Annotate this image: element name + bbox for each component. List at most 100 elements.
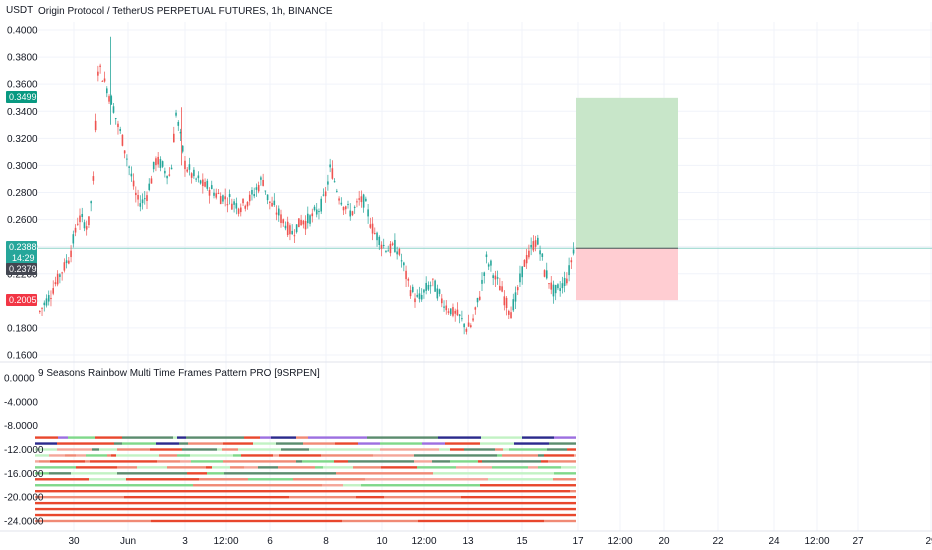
candle-body [548, 283, 550, 285]
candle-body [79, 215, 81, 223]
candle-body [374, 232, 376, 234]
candle-body [300, 219, 302, 226]
candle-body [537, 237, 539, 245]
candle-body [121, 134, 124, 146]
candle-body [284, 225, 287, 229]
candle-body [202, 179, 204, 187]
indicator-tick-label: -8.0000 [4, 421, 38, 432]
risk-reward-zones[interactable] [38, 97, 932, 301]
candle-body [432, 278, 434, 280]
rainbow-band-segment [35, 442, 57, 445]
rainbow-band-segment [49, 472, 71, 475]
rainbow-band-segment [76, 454, 86, 457]
candle-body [541, 253, 544, 257]
last-price-text: 0.2379 [9, 264, 37, 274]
time-tick-label: 12:00 [411, 536, 436, 547]
loss-zone[interactable] [576, 248, 678, 301]
candle-body [530, 244, 532, 248]
candle-body [289, 225, 291, 235]
candle-body [190, 173, 193, 178]
candle-body [403, 262, 405, 266]
time-tick-label: 30 [68, 536, 80, 547]
rainbow-band-segment [139, 501, 201, 505]
profit-zone[interactable] [576, 97, 678, 249]
candle-body [420, 294, 423, 300]
rainbow-band-segment [529, 501, 550, 505]
price-tick-label: 0.3600 [7, 80, 38, 91]
time-tick-label: 17 [572, 536, 584, 547]
rainbow-band-segment [127, 484, 193, 487]
rainbow-band-segment [414, 454, 457, 457]
candle-body [512, 299, 515, 311]
candle-body [539, 250, 541, 255]
indicator-axis[interactable]: 0.0000 -4.0000 -8.0000 -12.0000 -16.0000 -20.… [4, 374, 44, 528]
rainbow-band-segment [236, 436, 244, 439]
rainbow-band-segment [206, 466, 212, 469]
candle-body [103, 78, 106, 82]
candle-body [255, 187, 258, 190]
rainbow-band-segment [541, 460, 548, 463]
candle-body [514, 292, 517, 302]
price-tick-label: 0.1600 [7, 351, 38, 362]
rainbow-band-segment [177, 436, 186, 439]
rainbow-band-segment [186, 436, 228, 439]
rainbow-band-segment [58, 436, 68, 439]
candle-body [92, 176, 95, 181]
candle-body [385, 250, 387, 252]
rainbow-band-segment [279, 490, 354, 493]
candle-body [476, 297, 479, 303]
rainbow-band-segment [373, 454, 414, 457]
candle-body [414, 298, 416, 303]
rainbow-band-segment [432, 460, 450, 463]
rainbow-band-segment [343, 484, 361, 487]
candle-body [85, 226, 88, 230]
candle-body [222, 195, 224, 202]
rainbow-band-segment [367, 436, 409, 439]
candle-body [199, 180, 202, 184]
rainbow-band-segment [480, 484, 576, 487]
rainbow-band-segment [35, 436, 58, 439]
rainbow-band-segment [223, 460, 256, 463]
candle-body [155, 158, 157, 166]
candle-body [146, 195, 148, 201]
rainbow-band-segment [85, 460, 90, 463]
rainbow-indicator-bands [35, 436, 576, 523]
candle-body [387, 250, 389, 252]
rainbow-band-segment [308, 436, 335, 439]
candle-body [47, 295, 50, 302]
time-tick-label: 12:00 [607, 536, 632, 547]
time-axis[interactable]: 30 Jun 3 12:00 6 8 10 12:00 13 15 17 12:00 20 22 24 12:… [68, 536, 932, 547]
rainbow-band-segment [380, 448, 406, 451]
rainbow-band-segment [260, 484, 322, 487]
rainbow-band-segment [117, 472, 187, 475]
rainbow-band-segment [223, 442, 253, 445]
rainbow-band-segment [150, 448, 182, 451]
candle-body [237, 208, 240, 214]
candle-body [545, 270, 548, 279]
rainbow-band-segment [92, 448, 99, 451]
candle-body [226, 204, 229, 206]
candle-body [467, 322, 470, 327]
rainbow-band-segment [165, 513, 174, 517]
price-axis[interactable]: 0.4000 0.3800 0.3600 0.3400 0.3200 0.3000 0.28… [7, 26, 38, 362]
candle-body [344, 206, 347, 210]
rainbow-band-segment [279, 454, 321, 457]
rainbow-band-segment [180, 460, 191, 463]
rainbow-band-segment [551, 448, 567, 451]
candle-body [447, 311, 450, 313]
candle-body [257, 185, 260, 192]
rainbow-band-segment [561, 466, 576, 469]
indicator-tick-label: -12.0000 [4, 445, 44, 456]
candle-body [525, 255, 528, 264]
rainbow-band-segment [65, 454, 76, 457]
candle-body [99, 65, 101, 68]
rainbow-band-segment [35, 513, 45, 517]
rainbow-band-segment [356, 495, 366, 499]
rainbow-band-segment [391, 513, 454, 517]
rainbow-band-segment [230, 466, 244, 469]
rainbow-band-segment [64, 442, 75, 445]
rainbow-band-segment [122, 436, 136, 439]
candle-body [253, 194, 255, 197]
candle-body [215, 193, 218, 198]
